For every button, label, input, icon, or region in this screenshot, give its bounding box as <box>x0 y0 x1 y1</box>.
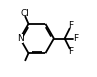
Text: F: F <box>68 21 74 30</box>
Text: Cl: Cl <box>20 9 29 18</box>
Text: F: F <box>74 34 79 43</box>
Text: N: N <box>17 34 23 43</box>
Text: F: F <box>68 47 74 56</box>
